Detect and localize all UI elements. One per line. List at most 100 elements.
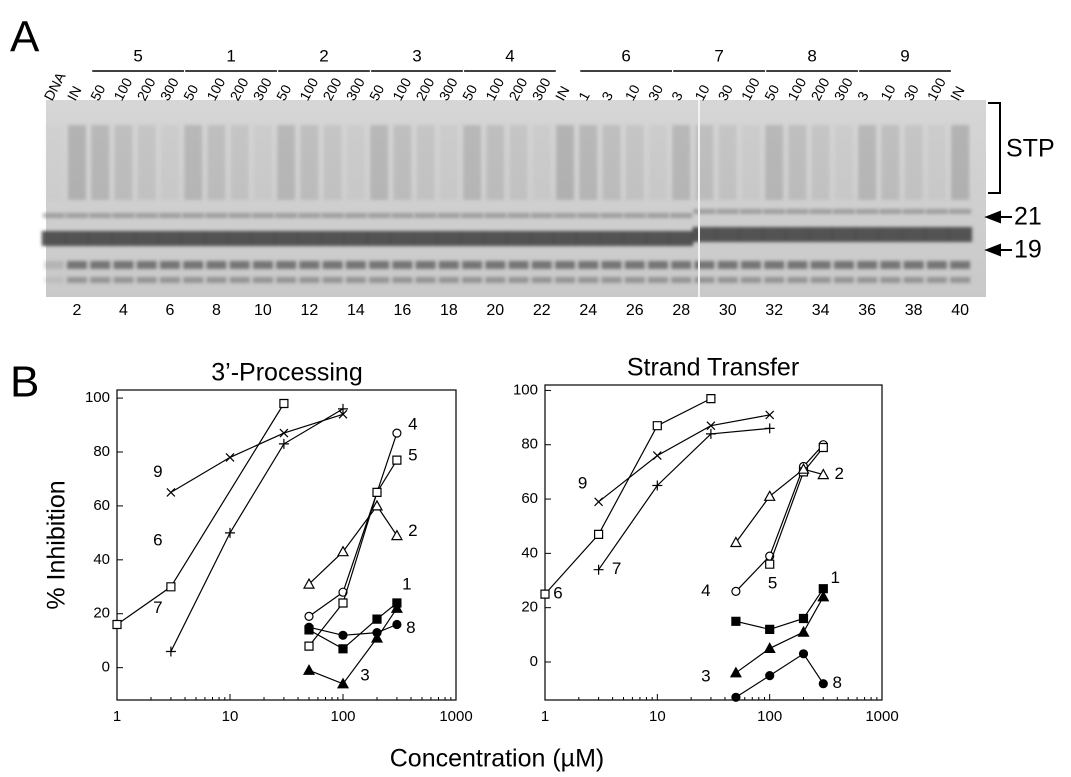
gel-band <box>717 261 738 269</box>
gel-band <box>205 213 228 218</box>
gel-band <box>344 213 367 218</box>
gel-band <box>183 261 204 269</box>
series-label: 7 <box>612 559 621 578</box>
gel-band <box>159 277 180 283</box>
gel-band <box>879 209 902 214</box>
gel-band <box>740 277 761 283</box>
lane-label: 200 <box>226 75 251 103</box>
gel-band <box>43 277 64 283</box>
lane-number: 20 <box>486 302 504 319</box>
gel-smear <box>184 125 203 200</box>
data-point <box>304 622 314 632</box>
x-tick-label: 100 <box>330 708 355 725</box>
gel-band <box>857 261 878 269</box>
data-point <box>594 497 604 507</box>
gel-smear <box>253 125 272 200</box>
data-point <box>729 536 742 548</box>
lane-label: 100 <box>203 75 228 103</box>
data-point <box>338 403 348 414</box>
gel-band <box>692 227 717 242</box>
gel-band <box>669 231 694 246</box>
gel-smear <box>625 125 644 200</box>
gel-band <box>787 261 808 269</box>
lane-label: 50 <box>761 82 783 103</box>
gel-band <box>809 209 832 214</box>
data-point <box>372 487 382 497</box>
data-point <box>338 598 348 608</box>
data-point <box>731 692 741 702</box>
gel-band <box>950 277 971 283</box>
data-point <box>279 398 289 409</box>
gel-band <box>671 277 692 283</box>
gel-band <box>833 277 854 283</box>
gel-band <box>949 209 972 214</box>
lane-label: 200 <box>807 75 832 103</box>
gel-band <box>880 261 901 269</box>
lane-label: 10 <box>622 82 644 103</box>
gel-band <box>740 261 761 269</box>
gel-band <box>880 277 901 283</box>
gel-band <box>485 261 506 269</box>
data-point <box>652 480 663 491</box>
data-point <box>818 442 828 453</box>
gel-band <box>903 261 924 269</box>
series-line <box>170 413 344 493</box>
data-point <box>652 451 662 461</box>
group-label: 3 <box>412 46 421 65</box>
x-tick-label: 10 <box>649 708 666 725</box>
gel-band <box>42 213 65 218</box>
data-point <box>817 590 830 602</box>
lane-label: IN <box>64 83 85 103</box>
lane-label: 300 <box>343 75 368 103</box>
lane-number: 26 <box>626 302 644 319</box>
chart-title: 3’-Processing <box>211 359 362 387</box>
gel-band <box>857 277 878 283</box>
gel-band <box>902 209 925 214</box>
gel-band <box>764 261 785 269</box>
gel-band <box>274 231 299 246</box>
lane-number: 30 <box>719 302 737 319</box>
series-line <box>308 602 398 650</box>
series-label: 9 <box>578 473 587 492</box>
gel-band <box>531 277 552 283</box>
gel-band <box>506 231 531 246</box>
gel-band <box>276 261 297 269</box>
series-label: 4 <box>408 415 417 434</box>
gel-band <box>368 213 391 218</box>
series-label: 5 <box>408 446 417 465</box>
data-point <box>593 529 604 540</box>
gel-band <box>345 261 366 269</box>
series-label: 7 <box>153 598 162 617</box>
gel-band <box>43 261 64 269</box>
data-point <box>370 631 384 643</box>
data-point <box>818 679 828 689</box>
gel-band <box>136 261 157 269</box>
series-label: 9 <box>153 462 162 481</box>
group-label: 6 <box>621 46 630 65</box>
gel-band <box>624 261 645 269</box>
data-point <box>338 409 348 419</box>
gel-smear <box>137 125 156 200</box>
series-line <box>735 596 824 674</box>
data-point <box>797 625 810 637</box>
series-label: 1 <box>402 574 411 593</box>
plot-frame <box>116 389 457 701</box>
gel-band <box>764 277 785 283</box>
gel-band <box>485 277 506 283</box>
gel-smear <box>927 125 946 200</box>
data-point <box>278 438 289 449</box>
data-point <box>336 545 350 557</box>
group-label: 2 <box>319 46 328 65</box>
gel-band <box>531 261 552 269</box>
lane-label: 100 <box>784 75 809 103</box>
plot-frame <box>544 384 883 701</box>
gel-band <box>90 261 111 269</box>
gel-band <box>113 277 134 283</box>
y-tick-label: 20 <box>521 599 538 616</box>
gel-band <box>299 261 320 269</box>
gel-band <box>787 277 808 283</box>
data-point <box>593 564 604 575</box>
gel-band <box>738 227 763 242</box>
series-line <box>598 414 770 503</box>
